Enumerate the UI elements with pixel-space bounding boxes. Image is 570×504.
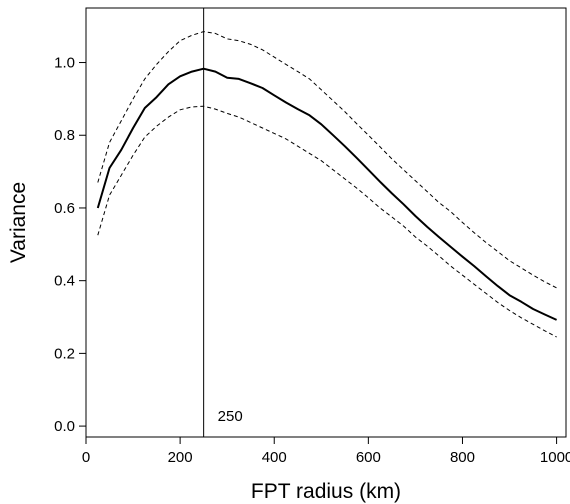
y-axis-ticks: 0.0 0.2 0.4 0.6 0.8 1.0: [54, 55, 86, 435]
y-tick-label: 0.2: [54, 345, 75, 362]
y-tick-label: 0.4: [54, 273, 75, 290]
y-tick-label: 0.0: [54, 418, 75, 435]
series-layer: [96, 31, 558, 338]
y-tick-label: 0.6: [54, 200, 75, 217]
y-tick-label: 1.0: [54, 55, 75, 72]
series-line-1: [97, 31, 557, 289]
reference-vline-label: 250: [218, 408, 243, 425]
y-axis-title: Variance: [7, 182, 30, 263]
x-axis-title: FPT radius (km): [251, 480, 401, 503]
plot-frame: [85, 7, 567, 438]
x-axis-ticks: 0 200 400 600 800 1000: [82, 437, 570, 466]
series-line-2: [97, 105, 557, 338]
x-tick-label: 1000: [540, 449, 570, 466]
x-tick-label: 800: [450, 449, 475, 466]
x-tick-label: 200: [168, 449, 193, 466]
x-tick-label: 0: [82, 449, 90, 466]
x-tick-label: 400: [262, 449, 287, 466]
x-tick-label: 600: [356, 449, 381, 466]
series-line-0: [96, 67, 558, 321]
y-tick-label: 0.8: [54, 127, 75, 144]
